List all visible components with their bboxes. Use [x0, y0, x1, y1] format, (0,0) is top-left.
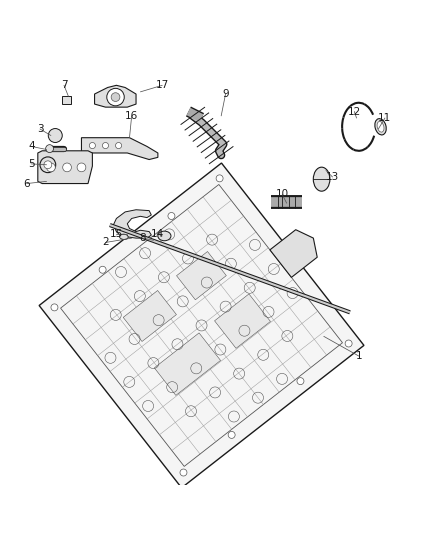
Circle shape	[345, 340, 352, 347]
Polygon shape	[123, 290, 177, 342]
Circle shape	[44, 161, 52, 169]
Polygon shape	[38, 151, 92, 183]
Circle shape	[40, 157, 56, 173]
Text: 17: 17	[155, 80, 169, 90]
Polygon shape	[113, 210, 151, 238]
Text: 5: 5	[28, 159, 35, 169]
Text: 3: 3	[37, 124, 43, 134]
Ellipse shape	[375, 119, 386, 135]
Polygon shape	[95, 85, 136, 107]
Text: 10: 10	[276, 189, 289, 199]
Text: 15: 15	[110, 229, 123, 239]
Bar	[62, 96, 71, 104]
Ellipse shape	[377, 122, 384, 132]
Polygon shape	[154, 333, 221, 395]
Circle shape	[99, 266, 106, 273]
Polygon shape	[81, 138, 158, 159]
Polygon shape	[39, 163, 364, 488]
Circle shape	[180, 469, 187, 476]
Circle shape	[107, 88, 124, 106]
Circle shape	[46, 163, 55, 172]
Circle shape	[46, 144, 53, 152]
Text: 12: 12	[348, 107, 361, 117]
Text: 9: 9	[222, 89, 229, 99]
Text: 16: 16	[125, 111, 138, 121]
Text: 1: 1	[355, 351, 362, 361]
Ellipse shape	[120, 234, 128, 239]
Text: 7: 7	[61, 80, 67, 90]
Circle shape	[77, 163, 86, 172]
Text: 11: 11	[378, 113, 392, 123]
Circle shape	[51, 304, 58, 311]
Circle shape	[111, 93, 120, 101]
Polygon shape	[177, 252, 226, 300]
Circle shape	[102, 142, 109, 149]
Ellipse shape	[158, 231, 171, 241]
Circle shape	[63, 163, 71, 172]
Text: 8: 8	[139, 233, 146, 243]
Text: 6: 6	[24, 179, 30, 189]
Text: 14: 14	[151, 229, 165, 239]
Circle shape	[297, 378, 304, 385]
Text: 13: 13	[326, 172, 339, 182]
Circle shape	[228, 431, 235, 438]
Circle shape	[116, 142, 122, 149]
Circle shape	[48, 128, 62, 142]
Ellipse shape	[313, 167, 330, 191]
Polygon shape	[270, 230, 317, 277]
Text: 2: 2	[102, 238, 109, 247]
Circle shape	[216, 175, 223, 182]
Circle shape	[168, 213, 175, 220]
Circle shape	[89, 142, 95, 149]
Polygon shape	[215, 294, 270, 349]
Text: 4: 4	[28, 141, 35, 151]
